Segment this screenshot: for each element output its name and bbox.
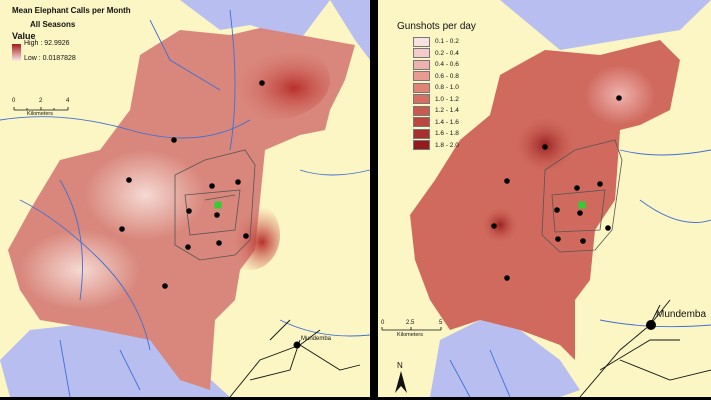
water-area <box>0 320 230 397</box>
scale-bar <box>381 327 442 331</box>
scale-bar <box>13 107 69 111</box>
legend-swatch <box>413 71 430 82</box>
legend-class: 1.8 - 2.0 <box>413 140 459 152</box>
legend-class: 1.4 - 1.6 <box>413 117 459 129</box>
survey-point-marker <box>555 236 561 242</box>
panel-divider <box>370 0 378 400</box>
scale-unit: Kilometers <box>27 111 53 117</box>
legend-swatch <box>413 59 430 70</box>
scale-tick: 0 <box>12 98 16 104</box>
legend-title: Value <box>12 31 36 41</box>
legend-label: 1.8 - 2.0 <box>435 141 459 149</box>
survey-point-marker <box>259 80 265 86</box>
right-map-panel <box>378 0 711 398</box>
water-area <box>180 0 330 40</box>
survey-points <box>491 95 622 281</box>
survey-point-marker <box>214 212 220 218</box>
roads <box>579 299 711 398</box>
survey-point-marker <box>616 95 622 101</box>
survey-point-marker <box>554 207 560 213</box>
survey-point-marker <box>574 185 580 191</box>
legend-label: 0.8 - 1.0 <box>435 84 459 92</box>
legend-swatch <box>413 105 430 116</box>
legend-swatch <box>413 36 430 47</box>
rivers <box>449 149 711 398</box>
survey-point-marker <box>605 225 611 231</box>
survey-point-marker <box>185 244 191 250</box>
camp-marker <box>214 201 222 209</box>
survey-point-marker <box>542 144 548 150</box>
survey-point-marker <box>580 238 586 244</box>
survey-points <box>119 80 265 289</box>
scale-tick: 2 <box>39 98 43 104</box>
survey-point-marker <box>504 178 510 184</box>
legend-class: 0.8 - 1.0 <box>413 82 459 94</box>
legend-swatch <box>413 117 430 128</box>
roads <box>229 319 361 398</box>
rivers <box>0 9 371 398</box>
legend-class: 1.6 - 1.8 <box>413 128 459 140</box>
survey-point-marker <box>491 223 497 229</box>
gunshot-legend-title: Gunshots per day <box>397 21 476 32</box>
survey-point-marker <box>243 233 249 239</box>
legend-swatch <box>413 140 430 151</box>
scale-tick: 2.5 <box>406 320 415 326</box>
legend-class: 0.1 - 0.2 <box>413 36 459 48</box>
water-area <box>500 0 711 50</box>
park-boundaries <box>174 149 256 261</box>
survey-point-marker <box>186 208 192 214</box>
survey-point-marker <box>577 210 583 216</box>
legend-swatch <box>413 48 430 59</box>
town-label: Mundemba <box>656 309 707 320</box>
town-label: Mundemba <box>301 336 332 342</box>
legend-high: High : 92.9926 <box>24 40 70 47</box>
scale-tick: 5 <box>439 320 443 326</box>
scale-tick: 4 <box>66 98 70 104</box>
legend-swatch <box>413 94 430 105</box>
legend-label: 1.0 - 1.2 <box>435 95 459 103</box>
survey-point-marker <box>597 181 603 187</box>
legend-label: 0.2 - 0.4 <box>435 49 459 57</box>
left-map-title: Mean Elephant Calls per Month <box>12 6 131 15</box>
legend-label: 0.6 - 0.8 <box>435 72 459 80</box>
legend-swatch <box>413 82 430 93</box>
scale-unit: Kilometers <box>397 332 423 338</box>
town-marker <box>293 341 301 349</box>
water-area <box>330 0 370 60</box>
survey-point-marker <box>119 226 125 232</box>
water-area <box>430 320 580 397</box>
legend-gradient <box>12 44 21 61</box>
gunshot-legend: 0.1 - 0.2 0.2 - 0.4 0.4 - 0.6 0.6 - 0.8 0.8 … <box>413 36 459 151</box>
survey-point-marker <box>216 240 222 246</box>
town-marker <box>646 320 656 330</box>
survey-point-marker <box>162 283 168 289</box>
legend-class: 0.6 - 0.8 <box>413 71 459 83</box>
survey-point-marker <box>504 275 510 281</box>
north-label: N <box>397 361 403 370</box>
legend-label: 1.6 - 1.8 <box>435 130 459 138</box>
survey-point-marker <box>209 183 215 189</box>
survey-point-marker <box>126 177 132 183</box>
scale-tick: 0 <box>381 320 385 326</box>
legend-class: 0.4 - 0.6 <box>413 59 459 71</box>
legend-label: 1.2 - 1.4 <box>435 107 459 115</box>
legend-label: 0.4 - 0.6 <box>435 61 459 69</box>
legend-class: 1.2 - 1.4 <box>413 105 459 117</box>
left-map-panel <box>0 0 371 398</box>
north-arrow-icon <box>395 371 407 393</box>
left-map-subtitle: All Seasons <box>30 20 76 29</box>
camp-marker <box>578 201 586 209</box>
legend-class: 0.2 - 0.4 <box>413 48 459 60</box>
legend-swatch <box>413 128 430 139</box>
legend-low: Low : 0.0187828 <box>24 55 76 62</box>
survey-point-marker <box>171 137 177 143</box>
legend-label: 0.1 - 0.2 <box>435 38 459 46</box>
park-boundaries <box>541 139 623 253</box>
legend-class: 1.0 - 1.2 <box>413 94 459 106</box>
survey-point-marker <box>235 179 241 185</box>
legend-label: 1.4 - 1.6 <box>435 118 459 126</box>
